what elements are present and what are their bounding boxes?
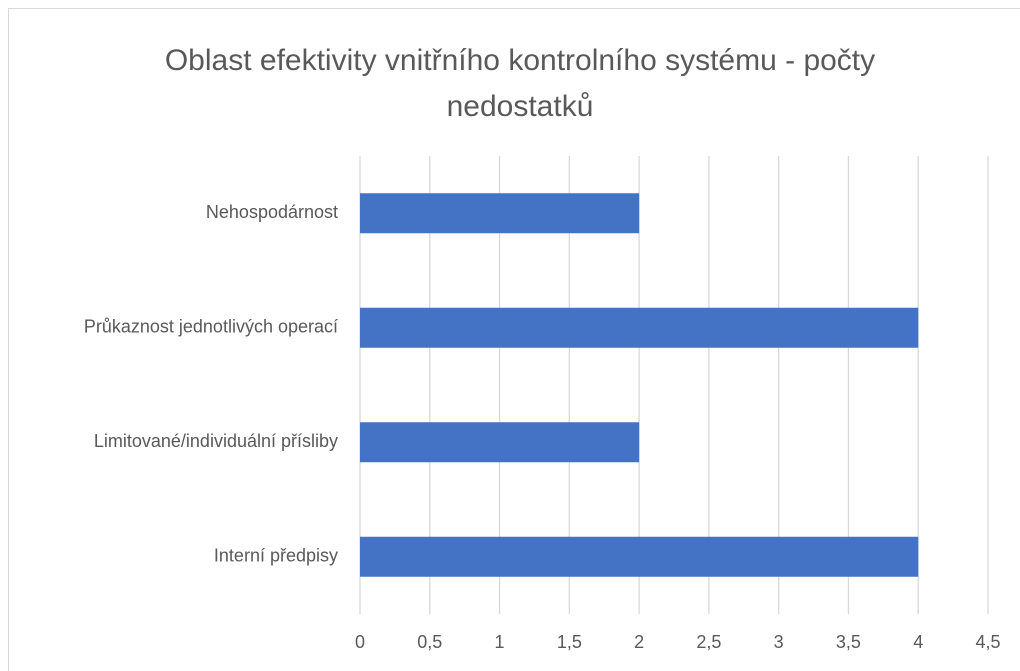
y-tick-label: Interní předpisy (214, 546, 338, 566)
x-tick-label: 1,5 (557, 632, 582, 652)
bar (360, 422, 640, 463)
x-tick-label: 3 (774, 632, 784, 652)
y-tick-label: Průkaznost jednotlivých operací (84, 317, 338, 337)
x-tick-label: 0 (355, 632, 365, 652)
y-tick-label: Limitované/individuální přísliby (94, 431, 338, 451)
bar (360, 193, 640, 234)
chart-title: Oblast efektivity vnitřního kontrolního … (164, 44, 876, 123)
x-tick-label: 1 (495, 632, 505, 652)
x-tick-label: 3,5 (836, 632, 861, 652)
y-tick-label: Nehospodárnost (206, 202, 338, 222)
x-tick-label: 2,5 (696, 632, 721, 652)
bar (360, 307, 919, 348)
x-tick-label: 4 (913, 632, 923, 652)
x-tick-label: 2 (634, 632, 644, 652)
x-tick-label: 0,5 (417, 632, 442, 652)
chart-border (8, 8, 1020, 671)
x-tick-label: 4,5 (975, 632, 1000, 652)
bar (360, 536, 919, 577)
